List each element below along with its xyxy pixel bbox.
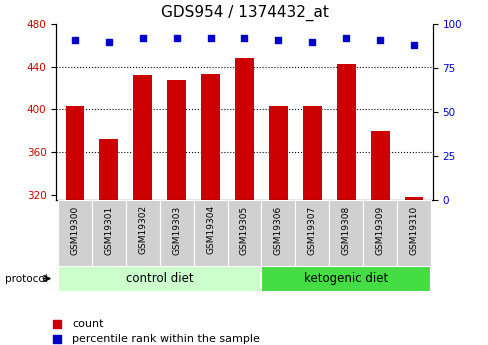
Bar bbox=[328, 200, 363, 266]
Text: GSM19309: GSM19309 bbox=[375, 205, 384, 255]
Bar bbox=[268, 106, 287, 200]
Text: GSM19300: GSM19300 bbox=[70, 205, 79, 255]
Text: GSM19303: GSM19303 bbox=[172, 205, 181, 255]
Text: percentile rank within the sample: percentile rank within the sample bbox=[72, 334, 259, 344]
Point bbox=[342, 36, 349, 41]
Text: GSM19307: GSM19307 bbox=[307, 205, 316, 255]
Bar bbox=[295, 200, 328, 266]
Bar bbox=[261, 266, 430, 292]
Bar bbox=[125, 200, 160, 266]
Bar bbox=[396, 200, 430, 266]
Bar bbox=[58, 266, 261, 292]
Text: control diet: control diet bbox=[125, 272, 193, 285]
Bar bbox=[303, 106, 321, 200]
Point bbox=[274, 37, 282, 43]
Point bbox=[308, 39, 316, 45]
Point bbox=[53, 321, 61, 327]
Bar bbox=[235, 58, 253, 200]
Bar bbox=[193, 200, 227, 266]
Point bbox=[71, 37, 79, 43]
Bar bbox=[167, 80, 185, 200]
Point bbox=[409, 42, 417, 48]
Text: GSM19310: GSM19310 bbox=[409, 205, 418, 255]
Point bbox=[172, 36, 180, 41]
Text: GSM19308: GSM19308 bbox=[341, 205, 350, 255]
Bar bbox=[99, 139, 118, 200]
Bar bbox=[58, 200, 92, 266]
Text: GSM19302: GSM19302 bbox=[138, 205, 147, 255]
Point bbox=[206, 36, 214, 41]
Bar bbox=[201, 74, 220, 200]
Bar bbox=[404, 197, 423, 200]
Point bbox=[105, 39, 113, 45]
Point bbox=[240, 36, 248, 41]
Bar bbox=[336, 63, 355, 200]
Bar bbox=[261, 200, 295, 266]
Bar bbox=[65, 106, 84, 200]
Point bbox=[139, 36, 146, 41]
Text: GSM19304: GSM19304 bbox=[205, 205, 215, 255]
Text: GSM19301: GSM19301 bbox=[104, 205, 113, 255]
Bar bbox=[370, 131, 389, 200]
Bar bbox=[363, 200, 396, 266]
Bar bbox=[92, 200, 125, 266]
Bar bbox=[227, 200, 261, 266]
Title: GDS954 / 1374432_at: GDS954 / 1374432_at bbox=[160, 5, 328, 21]
Text: GSM19305: GSM19305 bbox=[240, 205, 248, 255]
Text: ketogenic diet: ketogenic diet bbox=[304, 272, 387, 285]
Point bbox=[375, 37, 383, 43]
Text: count: count bbox=[72, 319, 103, 329]
Bar bbox=[133, 75, 152, 200]
Bar bbox=[160, 200, 193, 266]
Text: protocol: protocol bbox=[5, 274, 47, 284]
Point bbox=[53, 336, 61, 341]
Text: GSM19306: GSM19306 bbox=[273, 205, 283, 255]
